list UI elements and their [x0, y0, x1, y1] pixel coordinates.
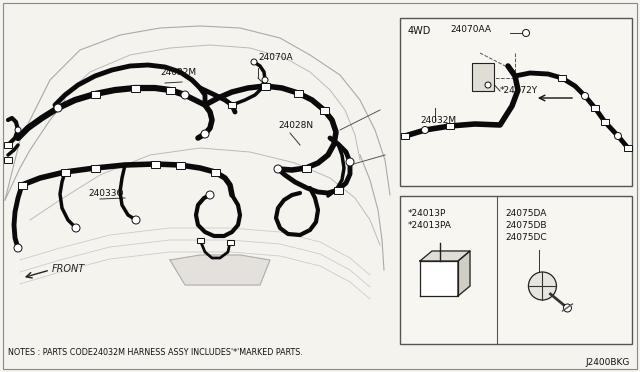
Circle shape [582, 93, 589, 99]
Circle shape [201, 130, 209, 138]
Bar [400, 18, 632, 186]
Text: 24032M: 24032M [420, 116, 456, 125]
Text: 24033Q: 24033Q [88, 189, 124, 198]
Text: 24032M: 24032M [160, 68, 196, 77]
Circle shape [206, 191, 214, 199]
Circle shape [346, 158, 354, 166]
Text: 4WD: 4WD [408, 26, 431, 36]
Bar [4, 157, 12, 163]
Circle shape [54, 104, 62, 112]
Bar [333, 186, 342, 193]
Circle shape [181, 91, 189, 99]
Text: 24070AA: 24070AA [450, 25, 491, 34]
Bar [260, 83, 269, 90]
Circle shape [522, 29, 529, 36]
Circle shape [563, 304, 572, 312]
Text: 24070A: 24070A [258, 53, 292, 62]
Circle shape [422, 126, 429, 134]
Text: NOTES : PARTS CODE24032M HARNESS ASSY INCLUDES'*'MARKED PARTS.: NOTES : PARTS CODE24032M HARNESS ASSY IN… [8, 348, 303, 357]
Bar [196, 237, 204, 243]
Text: 24075DC: 24075DC [506, 233, 547, 242]
Text: J2400BKG: J2400BKG [586, 358, 630, 367]
Text: *24013P: *24013P [408, 209, 446, 218]
Circle shape [72, 224, 80, 232]
Bar [294, 90, 303, 96]
Bar [4, 142, 12, 148]
Circle shape [15, 127, 21, 133]
Polygon shape [170, 255, 270, 285]
Circle shape [614, 132, 621, 140]
Text: *24013PA: *24013PA [408, 221, 452, 230]
Bar [61, 169, 70, 176]
Bar [446, 123, 454, 129]
Circle shape [251, 59, 257, 65]
Bar [301, 164, 310, 171]
Bar [472, 63, 494, 91]
Text: 24075DB: 24075DB [506, 221, 547, 230]
Bar [90, 90, 99, 97]
Bar [601, 119, 609, 125]
Bar [90, 164, 99, 171]
Bar [624, 145, 632, 151]
Bar [166, 87, 175, 93]
Circle shape [274, 165, 282, 173]
Circle shape [485, 82, 491, 88]
Bar [150, 160, 159, 167]
Bar [558, 75, 566, 81]
Circle shape [262, 77, 268, 83]
Bar [591, 105, 599, 111]
Circle shape [529, 272, 556, 300]
Circle shape [14, 244, 22, 252]
Bar [401, 133, 409, 139]
Bar [211, 169, 220, 176]
Bar [228, 102, 236, 108]
Circle shape [132, 216, 140, 224]
Bar [131, 84, 140, 92]
Text: FRONT: FRONT [52, 264, 85, 274]
Polygon shape [420, 251, 470, 261]
Bar [17, 182, 26, 189]
Bar [319, 106, 328, 113]
Bar [227, 240, 234, 244]
Bar [175, 161, 184, 169]
Text: *24272Y: *24272Y [500, 86, 538, 95]
Text: 24075DA: 24075DA [506, 209, 547, 218]
Polygon shape [458, 251, 470, 296]
Polygon shape [420, 261, 458, 296]
Text: 24028N: 24028N [278, 121, 313, 130]
Bar [400, 196, 632, 344]
